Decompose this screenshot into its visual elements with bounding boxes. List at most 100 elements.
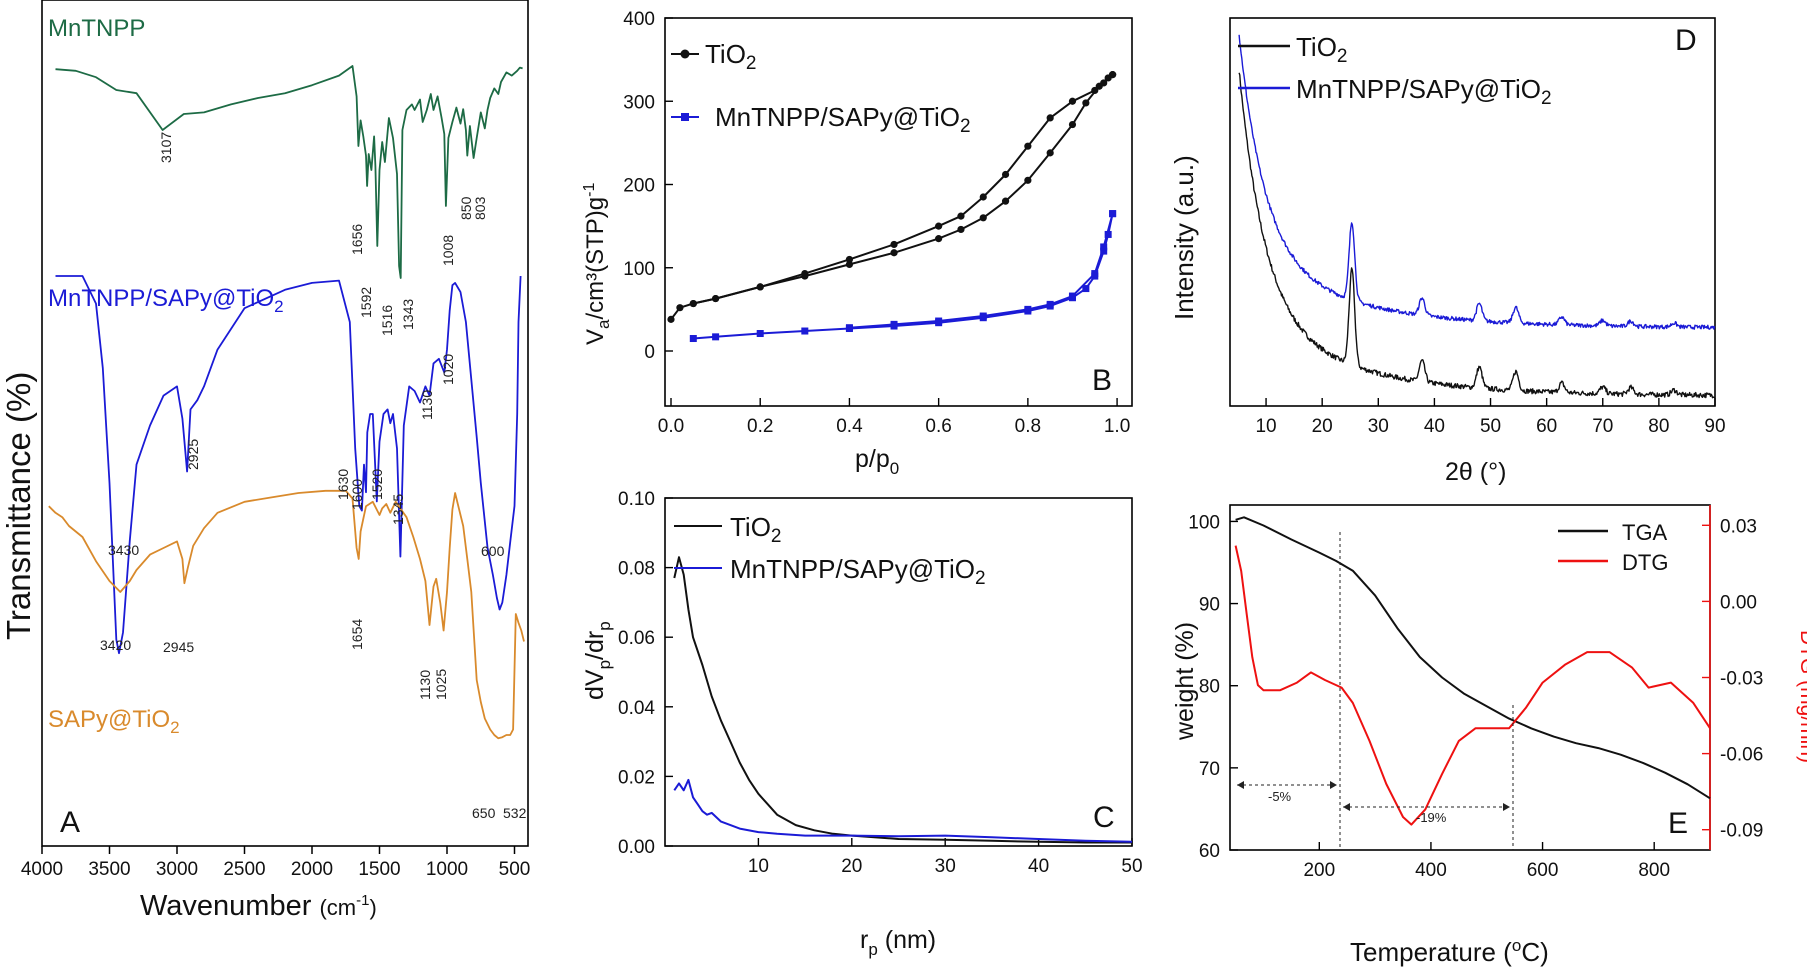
panel-c-frame: [664, 497, 1133, 847]
panel-b-ylabel: Va/cm³(STP)g-1: [581, 183, 613, 345]
peak-label: 1592: [358, 287, 374, 318]
x-tick-label: 90: [1704, 416, 1725, 437]
data-point: [935, 222, 943, 230]
panel-b-letter: B: [1092, 364, 1112, 397]
panel-d-frame: [1229, 17, 1716, 407]
legend-c-tio2: TiO2: [730, 512, 782, 547]
peak-label: 1654: [349, 619, 365, 650]
data-point: [979, 193, 987, 201]
data-point: [890, 249, 898, 257]
data-point: [1104, 230, 1112, 238]
data-point: [935, 317, 943, 325]
panel-e-series: [1234, 516, 1711, 826]
data-point: [667, 315, 675, 323]
x-tick-label: 2000: [291, 859, 333, 880]
data-point: [957, 225, 965, 234]
annotation-minus-5: -5%: [1268, 789, 1292, 804]
data-point: [890, 240, 898, 249]
y-tick-label: 0: [644, 342, 655, 363]
panel-e: 200 400 600 800 60 70 80 90 100 0.03 0.00 -0.03 -0.0…: [1171, 504, 1807, 967]
series-line-2: [55, 275, 522, 655]
panel-a-peak-labels: 3107 1656 1592 1516 1343 1008 850 803 29…: [100, 132, 527, 821]
panel-a-series: [48, 65, 525, 740]
peak-label: 1130: [419, 390, 435, 420]
series-line-3: [48, 489, 525, 740]
x-tick-label: 800: [1638, 860, 1670, 881]
data-point: [689, 299, 697, 308]
x-tick-label: 2500: [223, 859, 265, 880]
legend-b-tio2-marker: [680, 49, 690, 59]
x-tick-label: 10: [748, 856, 769, 877]
peak-label: 1600: [349, 479, 365, 510]
x-tick-label: 40: [1028, 856, 1049, 877]
data-point: [1091, 86, 1099, 95]
x-tick-label: 10: [1255, 416, 1276, 437]
x-tick-label: 30: [1368, 416, 1389, 437]
y-tick-label: 100: [623, 259, 655, 280]
y-tick-label: 200: [623, 176, 655, 197]
data-point: [676, 304, 684, 312]
data-point: [1046, 114, 1054, 122]
x-tick-label: 0.4: [836, 416, 863, 437]
panel-a-xlabel: Wavenumber (cm-1): [140, 890, 377, 922]
peak-label: 650: [472, 805, 496, 821]
panel-d-xlabel: 2θ (°): [1445, 458, 1506, 486]
panel-d: 10 20 30 40 50 60 70 80 90 D 2θ (°) Intensity (a…: [1169, 17, 1726, 486]
peak-label: 1516: [379, 305, 395, 336]
panel-e-letter: E: [1668, 807, 1688, 840]
peak-label: 803: [472, 196, 488, 220]
x-tick-label: 0.2: [747, 416, 773, 437]
x-tick-label: 1500: [358, 859, 400, 880]
panel-d-series: [1238, 34, 1716, 399]
panel-e-ylabel-right: DTG (mg/min): [1796, 630, 1807, 763]
y-tick-label: 0.02: [618, 767, 655, 788]
panel-b-xlabel: p/p0: [855, 445, 899, 478]
data-point: [1046, 300, 1054, 308]
legend-e-tga: TGA: [1622, 520, 1668, 545]
peak-label: 1345: [390, 494, 406, 525]
data-point: [845, 255, 854, 264]
panel-b-frame: [664, 17, 1133, 407]
y-right-tick-label: 0.03: [1720, 516, 1757, 537]
x-tick-label: 50: [1121, 856, 1142, 877]
data-point: [845, 260, 854, 269]
data-point: [1001, 170, 1010, 179]
panel-a-frame: [41, 0, 529, 847]
data-point: [979, 312, 987, 320]
data-point: [845, 324, 853, 332]
data-point: [890, 320, 898, 328]
panel-c-axes: 10 20 30 40 50 0.00 0.02 0.04 0.06 0.08 0.10: [618, 489, 1143, 877]
x-tick-label: 70: [1592, 416, 1613, 437]
x-tick-label: 80: [1648, 416, 1669, 437]
panel-e-ylabel: weight (%): [1171, 622, 1199, 741]
y-tick-label: 0.04: [618, 698, 655, 719]
y-tick-label: 60: [1199, 841, 1220, 862]
y-tick-label: 0.10: [618, 489, 655, 510]
data-point: [801, 269, 809, 278]
data-point: [756, 283, 764, 291]
panel-e-xlabel: Temperature (oC): [1350, 936, 1549, 967]
peak-label: 1008: [440, 235, 456, 266]
panel-c: 10 20 30 40 50 0.00 0.02 0.04 0.06 0.08 0.10 C rp …: [581, 489, 1143, 959]
peak-label: 3420: [100, 637, 131, 653]
panel-a: 4000 3500 3000 2500 2000 1500 1000 500 A Wavenu…: [0, 0, 530, 922]
peak-label: 3430: [108, 542, 139, 558]
x-tick-label: 0.8: [1015, 416, 1041, 437]
y-right-tick-label: -0.09: [1720, 821, 1763, 842]
y-right-tick-label: 0.00: [1720, 592, 1757, 613]
data-point: [979, 214, 987, 222]
peak-label: 1630: [335, 469, 351, 500]
data-point: [1100, 243, 1108, 251]
data-point: [689, 335, 697, 343]
panel-b: 0.0 0.2 0.4 0.6 0.8 1.0 0 100 200 300 400 B p/p0 V…: [581, 9, 1133, 478]
data-point: [1091, 270, 1099, 278]
legend-e-dtg: DTG: [1622, 550, 1668, 575]
panel-d-letter: D: [1675, 24, 1697, 57]
data-point: [801, 327, 809, 335]
peak-label: 532: [503, 805, 527, 821]
data-point: [1109, 210, 1117, 218]
x-tick-label: 40: [1424, 416, 1445, 437]
legend-b-mn-marker: [681, 113, 689, 121]
x-tick-label: 500: [499, 859, 531, 880]
